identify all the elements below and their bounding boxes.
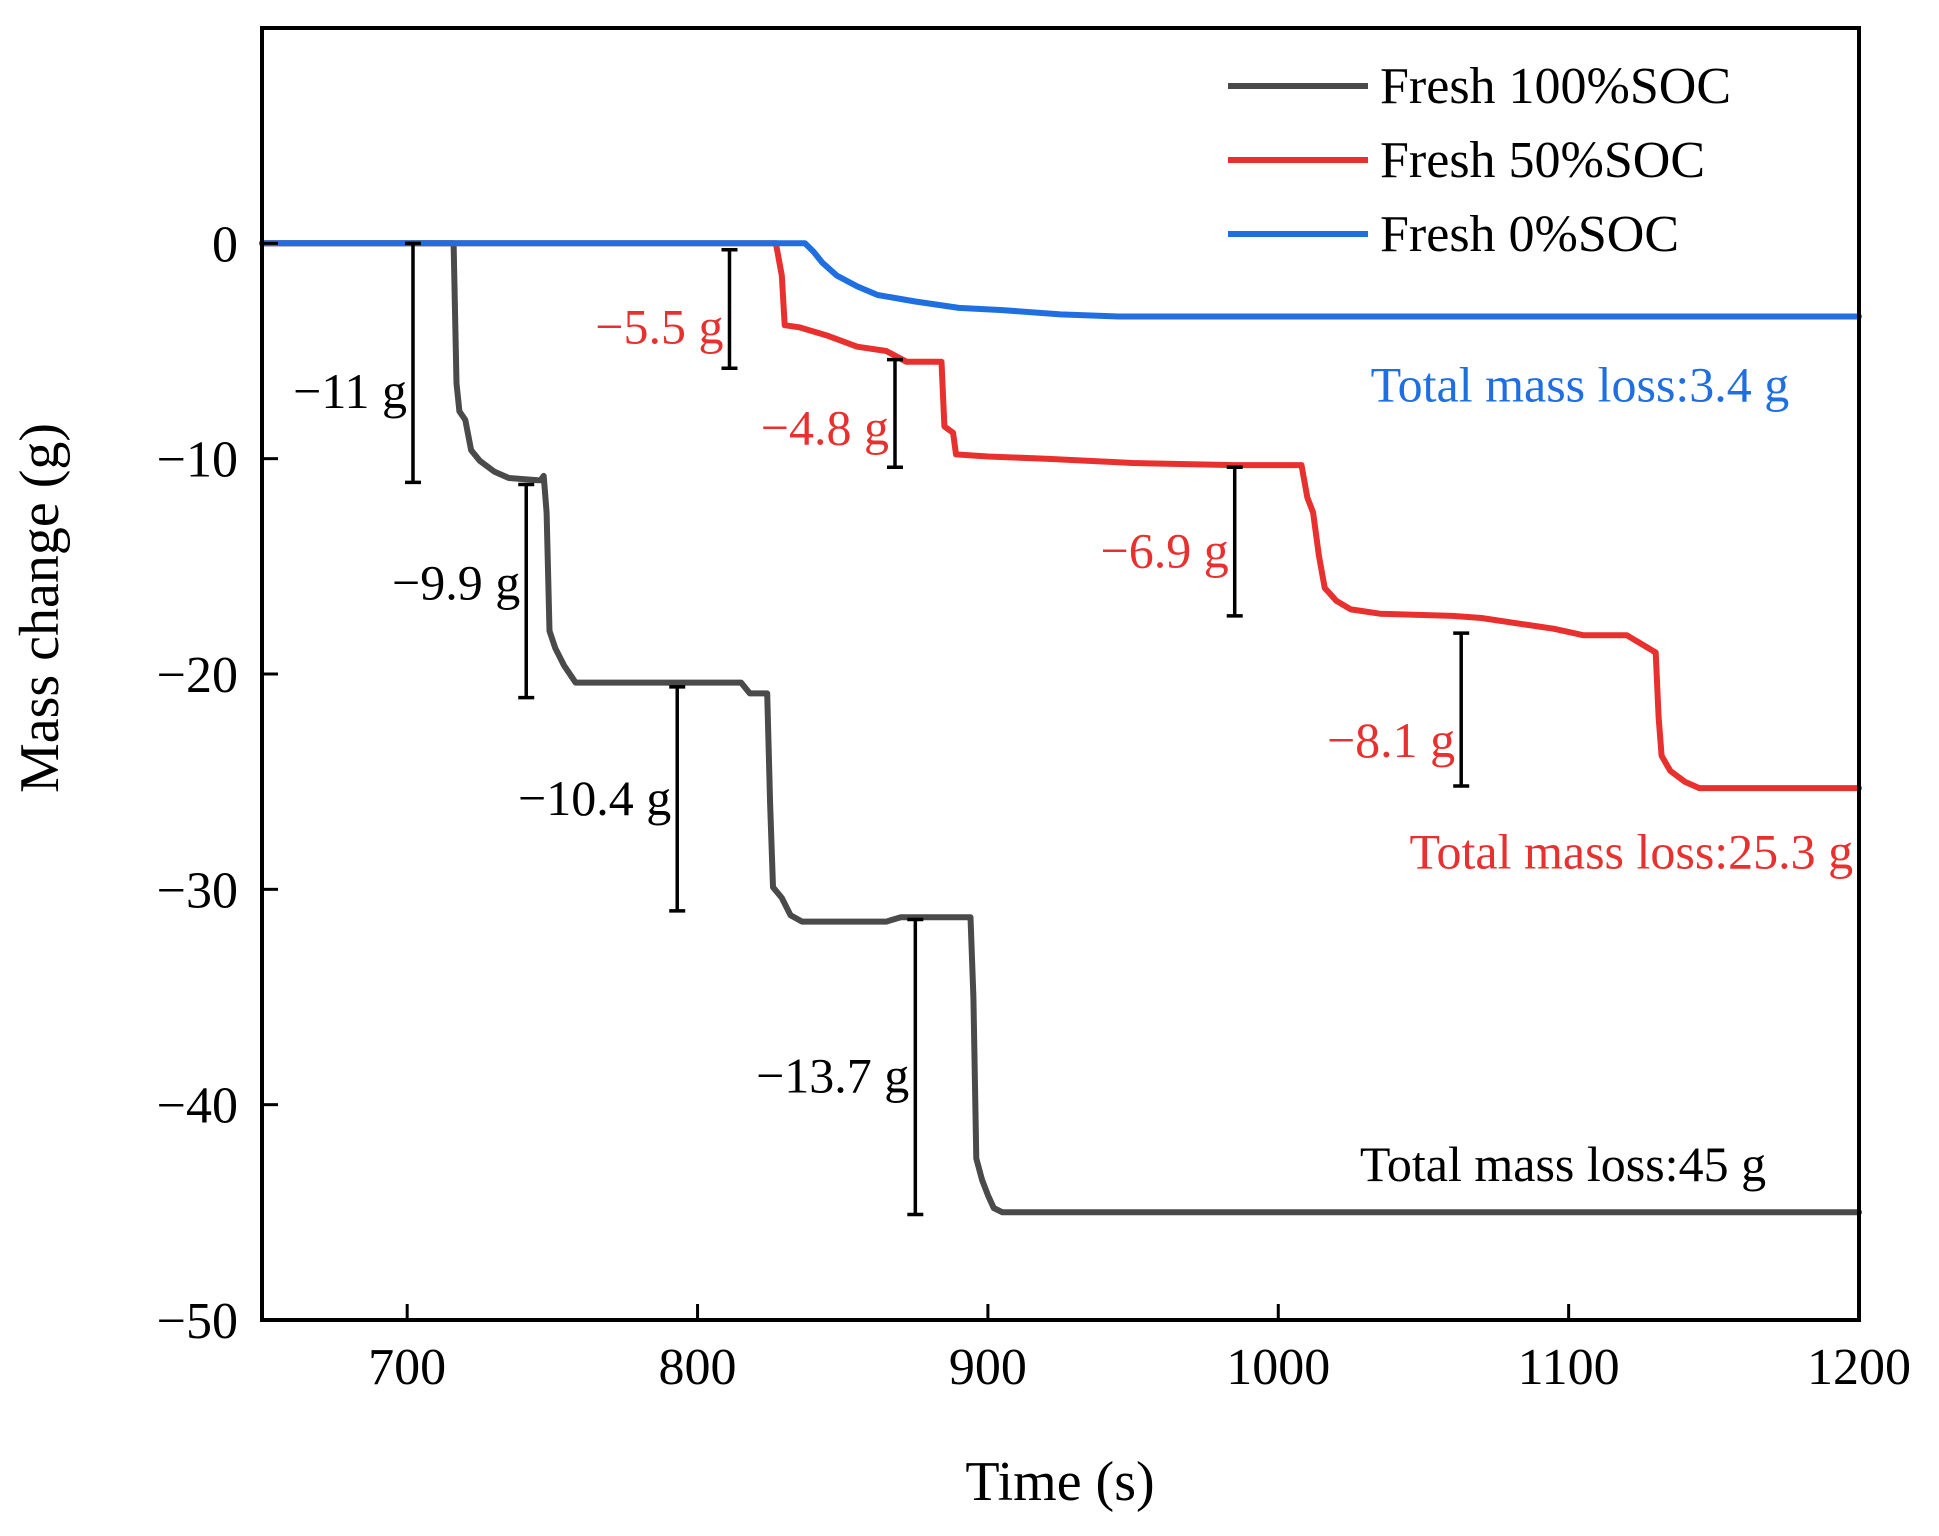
legend-label: Fresh 0%SOC xyxy=(1380,206,1679,263)
annotation-layer: −11 g −9.9 g −10.4 g −13.7 g −5.5 g −4.8 g −6.… xyxy=(293,241,1853,1217)
total-mass-loss-label: Total mass loss:3.4 g xyxy=(1371,356,1790,412)
annotation-label: −6.9 g xyxy=(1101,522,1229,578)
legend-label: Fresh 50%SOC xyxy=(1380,132,1705,189)
y-tick-label: 0 xyxy=(212,216,238,273)
x-tick-label: 700 xyxy=(368,1339,446,1396)
series-line-2 xyxy=(259,240,1862,320)
y-tick-label: −40 xyxy=(157,1078,238,1135)
series-layer xyxy=(259,240,1862,1216)
x-tick-label: 800 xyxy=(659,1339,737,1396)
series-line-0 xyxy=(259,240,1862,1216)
y-axis-title: Mass change (g) xyxy=(9,423,71,793)
annotation-label: −9.9 g xyxy=(392,555,520,611)
annotation-label: −4.8 g xyxy=(761,400,889,456)
y-tick-label: −50 xyxy=(157,1293,238,1350)
x-tick-label: 1200 xyxy=(1807,1339,1911,1396)
annotation-label: −5.5 g xyxy=(595,298,723,354)
legend-label: Fresh 100%SOC xyxy=(1380,58,1731,115)
y-tick-label: −20 xyxy=(157,647,238,704)
total-mass-loss-label: Total mass loss:45 g xyxy=(1360,1136,1766,1192)
y-tick-label: −10 xyxy=(157,432,238,489)
legend: Fresh 100%SOC Fresh 50%SOC Fresh 0%SOC xyxy=(1228,58,1731,263)
x-tick-label: 1100 xyxy=(1518,1339,1620,1396)
series-line-1 xyxy=(259,240,1862,792)
y-axis-ticks: 0 −10 −20 −30 −40 −50 xyxy=(157,216,278,1350)
annotation-label: −11 g xyxy=(293,363,407,419)
x-tick-label: 1000 xyxy=(1226,1339,1330,1396)
annotation-label: −10.4 g xyxy=(518,770,671,826)
x-tick-label: 900 xyxy=(949,1339,1027,1396)
annotation-label: −13.7 g xyxy=(756,1048,909,1104)
x-axis-title: Time (s) xyxy=(965,1451,1154,1513)
x-axis-ticks: 700 800 900 1000 1100 1200 xyxy=(368,1304,1911,1396)
total-mass-loss-label: Total mass loss:25.3 g xyxy=(1409,824,1853,880)
annotation-label: −8.1 g xyxy=(1327,712,1455,768)
y-tick-label: −30 xyxy=(157,862,238,919)
